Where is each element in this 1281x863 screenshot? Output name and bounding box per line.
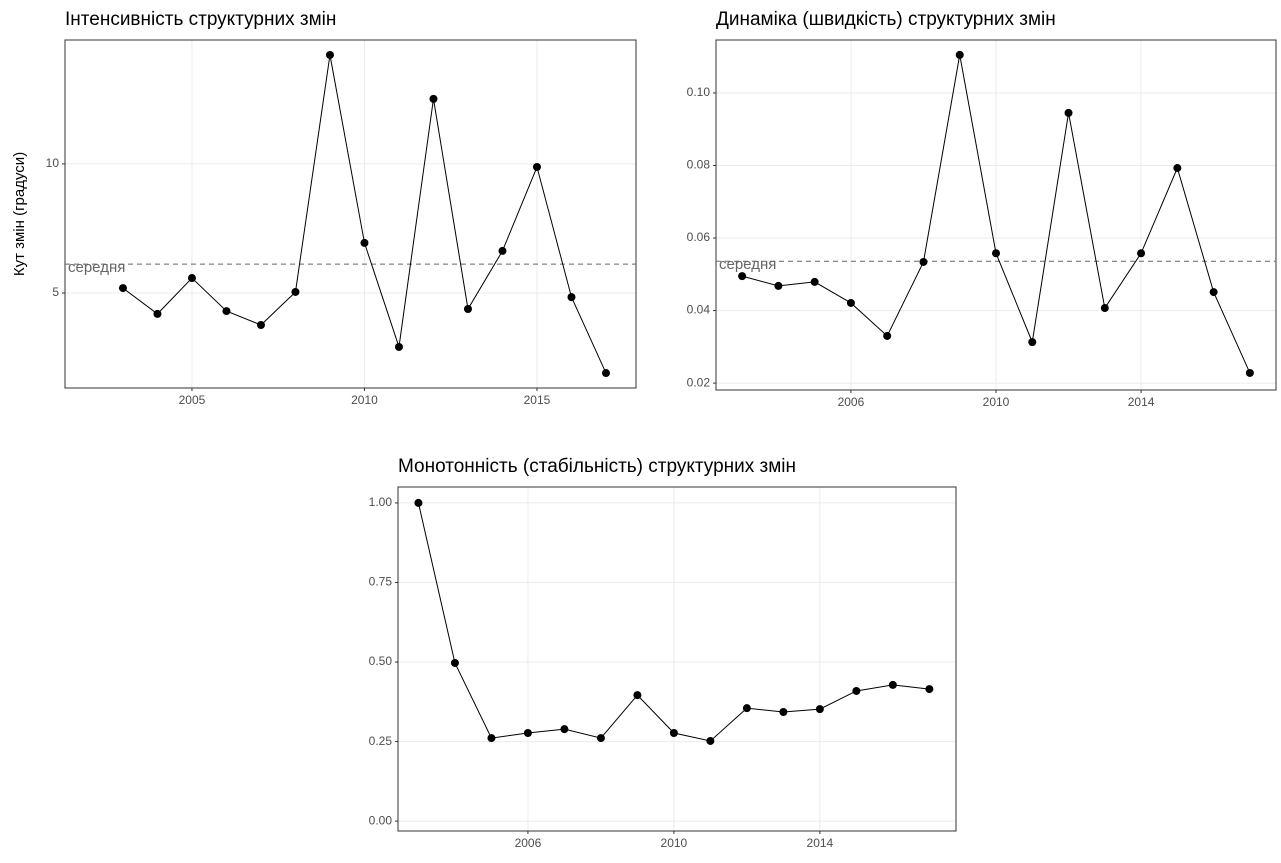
x-tick-label: 2005 [179,393,206,407]
data-point [532,163,541,172]
x-tick-label: 2014 [807,836,834,850]
data-point [567,293,576,302]
data-point [669,728,678,737]
x-tick-label: 2010 [983,395,1010,409]
data-point [560,725,569,734]
data-point [360,238,369,247]
data-point [919,257,928,266]
chart-title: Інтенсивність структурних змін [65,9,336,30]
x-tick-label: 2015 [524,393,551,407]
data-point [852,686,861,695]
data-point [815,705,824,714]
data-point [1245,368,1254,377]
data-point [883,331,892,340]
y-tick-label: 0.25 [369,734,393,748]
y-tick-label: 0.08 [687,158,711,172]
panel-border [397,486,957,832]
y-tick-label: 0.04 [687,303,711,317]
data-point [256,321,265,330]
data-point [498,246,507,255]
data-point [414,498,423,507]
chart-title: Монотонність (стабільність) структурних … [398,456,796,477]
y-tick-label: 0.06 [687,230,711,244]
data-point [523,728,532,737]
x-tick-label: 2006 [515,836,542,850]
panel-border [64,39,637,389]
data-point [429,94,438,103]
y-tick-label: 10 [46,156,60,170]
y-tick-label: 5 [52,285,59,299]
y-tick-label: 0.75 [369,575,393,589]
chart-title: Динаміка (швидкість) структурних змін [716,9,1056,30]
data-point [487,734,496,743]
y-tick-label: 1.00 [369,495,393,509]
data-point [1173,164,1182,173]
y-axis-label: Кут змін (градуси) [11,152,28,276]
data-point [810,277,819,286]
data-point [738,272,747,281]
data-point [774,281,783,290]
mean-label: середня [719,256,776,273]
data-point [596,734,605,743]
y-tick-label: 0.50 [369,654,393,668]
data-point [888,680,897,689]
data-point [1028,338,1037,347]
data-point [1064,108,1073,117]
x-tick-label: 2014 [1128,395,1155,409]
data-point [187,274,196,283]
data-point [955,50,964,59]
data-point [779,707,788,716]
panel-border [715,39,1277,391]
data-point [450,658,459,667]
y-tick-label: 0.02 [687,375,711,389]
x-tick-label: 2006 [838,395,865,409]
data-point [633,691,642,700]
data-point [925,685,934,694]
x-tick-label: 2010 [661,836,688,850]
data-point [394,342,403,351]
data-point [222,307,231,316]
data-point [463,305,472,314]
data-point [846,298,855,307]
data-point [706,736,715,745]
data-point [118,284,127,293]
data-point [153,309,162,318]
y-tick-label: 0.00 [369,813,393,827]
data-point [325,50,334,59]
data-point [992,249,1000,258]
x-tick-label: 2010 [351,393,378,407]
data-point [601,369,610,378]
mean-label: середня [68,259,125,276]
data-point [1209,288,1218,297]
y-tick-label: 0.10 [687,85,711,99]
data-point [1137,249,1146,258]
data-point [1100,304,1109,313]
data-point [742,704,751,713]
data-point [291,287,300,296]
